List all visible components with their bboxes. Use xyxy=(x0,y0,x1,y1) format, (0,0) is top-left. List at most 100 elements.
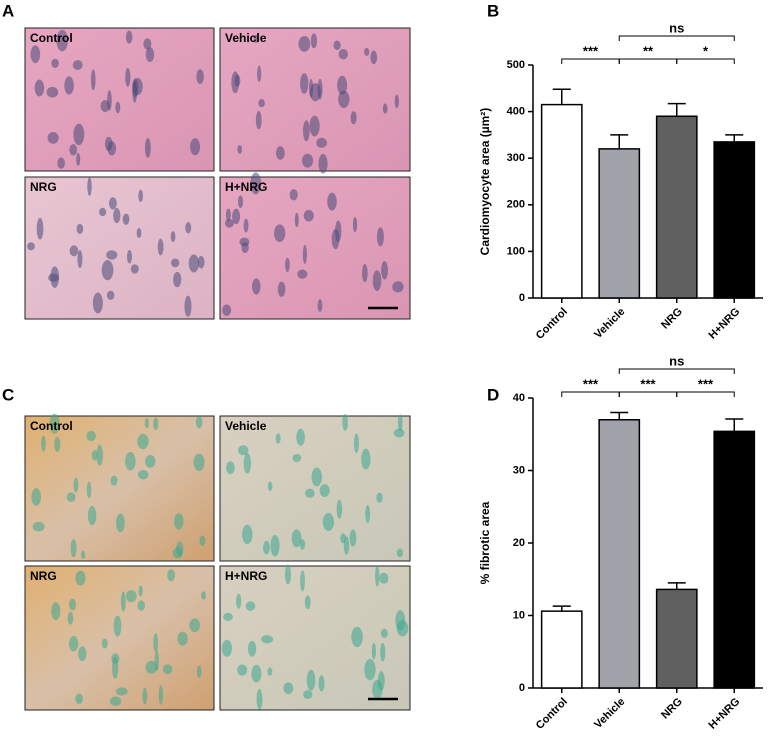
texture xyxy=(189,618,200,633)
texture xyxy=(125,590,137,603)
bar xyxy=(540,610,583,689)
texture xyxy=(318,675,325,692)
significance-bracket xyxy=(618,58,678,64)
panel-label: B xyxy=(487,1,499,20)
texture xyxy=(174,513,184,530)
texture xyxy=(372,270,382,292)
texture xyxy=(77,250,83,269)
micrograph xyxy=(219,176,411,320)
significance-label: ns xyxy=(669,353,684,368)
texture xyxy=(294,212,299,228)
micrograph-label: H+NRG xyxy=(225,180,267,194)
y-axis-title: % fibrotic area xyxy=(478,501,492,584)
texture xyxy=(91,450,98,461)
texture xyxy=(331,229,340,250)
texture xyxy=(110,475,118,486)
significance-label: *** xyxy=(583,376,599,391)
texture xyxy=(162,664,173,675)
x-tick-label: Vehicle xyxy=(592,696,627,731)
texture xyxy=(185,222,192,234)
texture xyxy=(362,263,368,283)
texture xyxy=(342,414,348,431)
texture xyxy=(371,643,376,660)
texture xyxy=(380,642,386,662)
y-tick-label: 40 xyxy=(513,392,525,404)
significance-label: *** xyxy=(698,376,714,391)
texture xyxy=(132,80,138,103)
texture xyxy=(173,271,182,288)
texture xyxy=(195,416,203,429)
texture xyxy=(299,539,306,550)
texture xyxy=(75,693,83,705)
texture xyxy=(47,132,59,144)
texture xyxy=(231,71,240,94)
texture xyxy=(297,269,308,279)
texture xyxy=(394,94,399,109)
texture xyxy=(305,488,315,498)
bar xyxy=(598,419,641,689)
texture xyxy=(157,238,164,256)
texture xyxy=(243,453,252,474)
texture xyxy=(306,669,316,691)
texture xyxy=(69,598,77,611)
texture xyxy=(138,189,144,203)
texture xyxy=(392,281,404,293)
texture xyxy=(376,492,383,503)
bar xyxy=(655,115,698,299)
texture xyxy=(115,101,121,114)
texture xyxy=(177,631,188,646)
texture xyxy=(232,208,241,225)
bar xyxy=(713,141,756,299)
texture xyxy=(223,612,233,622)
texture xyxy=(351,626,363,648)
texture xyxy=(292,454,302,463)
texture xyxy=(338,49,348,60)
texture xyxy=(327,192,337,211)
y-tick-label: 10 xyxy=(513,609,525,621)
bar xyxy=(540,103,583,299)
texture xyxy=(99,207,107,217)
texture xyxy=(243,218,249,233)
texture xyxy=(136,227,142,238)
significance-bracket xyxy=(561,391,620,397)
texture xyxy=(318,153,328,174)
texture xyxy=(222,304,232,316)
texture xyxy=(120,591,126,612)
y-tick-label: 0 xyxy=(519,682,525,694)
texture xyxy=(236,593,242,609)
texture xyxy=(201,591,207,600)
texture xyxy=(237,144,243,154)
texture xyxy=(303,209,314,222)
texture xyxy=(41,435,46,452)
significance-label: *** xyxy=(583,43,599,58)
texture xyxy=(142,687,148,705)
texture xyxy=(69,245,79,257)
texture xyxy=(237,195,244,209)
texture xyxy=(81,550,86,559)
texture xyxy=(289,189,298,201)
texture xyxy=(171,258,180,268)
texture xyxy=(137,470,149,480)
texture xyxy=(291,529,302,548)
texture xyxy=(333,40,341,51)
texture xyxy=(309,83,321,102)
texture xyxy=(196,665,202,679)
texture xyxy=(316,137,327,148)
texture xyxy=(64,76,74,95)
texture xyxy=(283,682,294,695)
texture xyxy=(303,690,313,700)
texture xyxy=(396,548,403,558)
micrograph-label: H+NRG xyxy=(225,569,267,583)
texture xyxy=(167,569,175,582)
texture xyxy=(255,110,262,130)
texture xyxy=(68,635,79,652)
texture xyxy=(87,505,97,526)
texture xyxy=(237,664,248,676)
texture xyxy=(27,242,35,251)
texture xyxy=(125,452,136,471)
significance-label: *** xyxy=(640,376,656,391)
texture xyxy=(365,504,371,524)
texture xyxy=(311,467,322,487)
texture xyxy=(57,157,65,169)
